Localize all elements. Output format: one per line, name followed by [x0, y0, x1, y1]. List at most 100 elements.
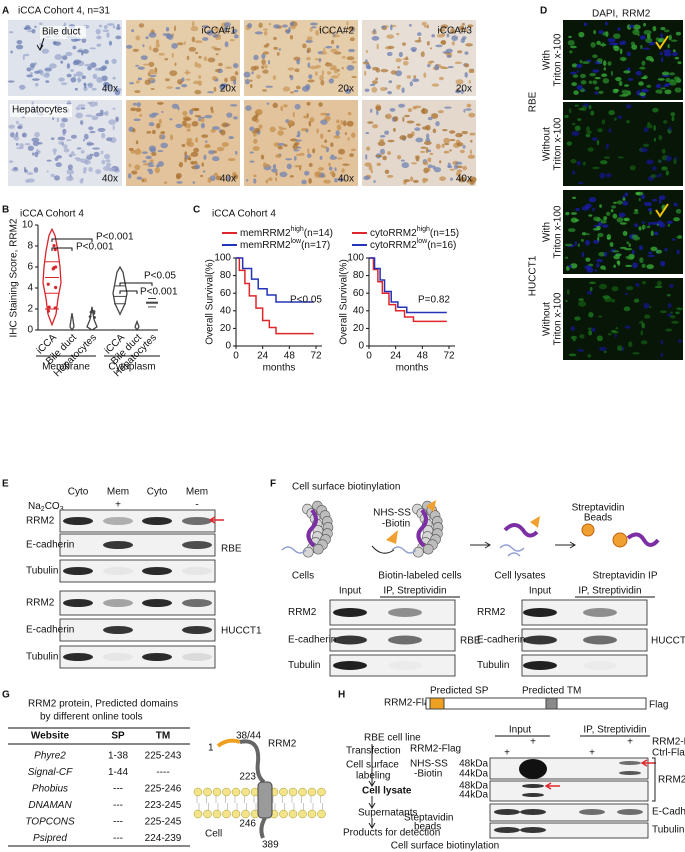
cell: [269, 126, 276, 133]
row-label: E-cadherin: [477, 635, 525, 646]
band: [182, 653, 212, 661]
cell: [638, 81, 644, 86]
cell: [365, 59, 368, 63]
cell: [572, 74, 579, 78]
label: Bile duct: [42, 27, 81, 38]
cell: [181, 120, 187, 127]
cell: [582, 161, 586, 166]
label: RRM2-Flag: [658, 775, 685, 786]
cell: [565, 299, 568, 303]
point: [53, 247, 57, 252]
cell: [455, 79, 464, 85]
cell: [455, 161, 463, 165]
cell: [150, 87, 155, 90]
cell: [275, 171, 278, 177]
cell: [320, 112, 328, 116]
cell: [566, 289, 570, 295]
band: [103, 599, 133, 607]
cell: [624, 325, 631, 329]
cell: [249, 160, 255, 163]
cell: [200, 174, 204, 178]
cell: [629, 165, 636, 171]
arrow: [655, 35, 669, 50]
cell: [449, 138, 456, 142]
cell: [605, 211, 611, 216]
cell: [184, 71, 191, 74]
cell: [574, 316, 581, 321]
cell: [89, 130, 96, 134]
cell: [587, 147, 594, 152]
cell: [129, 82, 135, 85]
cell: [197, 63, 202, 69]
cell: [106, 162, 112, 167]
cell: [341, 67, 344, 70]
label: 40x: [220, 174, 236, 185]
lipid: [298, 809, 307, 819]
cell: [171, 43, 178, 49]
cell: [607, 61, 612, 66]
label: With: [542, 222, 553, 242]
band: [63, 599, 93, 607]
table-cell: 1-38: [108, 751, 128, 762]
label: Cell lysates: [494, 571, 545, 582]
label: +: [115, 500, 121, 511]
y-tick-label: 2: [27, 304, 33, 315]
cell: [640, 147, 648, 153]
cell: [198, 80, 203, 87]
cell: [626, 90, 631, 95]
cell: [253, 138, 258, 144]
cell: [348, 48, 355, 53]
cell: [365, 49, 369, 53]
cell: [235, 150, 238, 155]
cell: [616, 217, 624, 223]
cell: [664, 89, 672, 95]
cell: [261, 65, 265, 69]
arrow: [640, 759, 656, 767]
cell: [8, 124, 15, 129]
x-tick-label: 48: [417, 351, 429, 362]
cell: [70, 134, 77, 139]
cell: [632, 24, 641, 30]
cell: [389, 24, 393, 31]
cell: [396, 32, 400, 36]
cell: [395, 70, 403, 77]
cell: [678, 339, 682, 343]
cell: [328, 78, 334, 84]
cell: [266, 42, 270, 47]
cell: [213, 27, 222, 32]
label: Without: [542, 127, 553, 161]
cell: [611, 286, 619, 292]
cell: [255, 108, 263, 115]
cell: [183, 41, 186, 45]
protein: [626, 532, 660, 547]
cell: [613, 264, 616, 268]
bracket: [119, 282, 153, 286]
cell: [54, 54, 63, 61]
cell: [34, 131, 40, 138]
cell: [244, 78, 250, 85]
point: [47, 305, 51, 309]
blot: [329, 599, 456, 626]
cell: [306, 101, 311, 106]
cell: [461, 89, 464, 95]
cell: [321, 51, 328, 55]
blot: [521, 654, 648, 677]
label: Cyto: [68, 487, 89, 498]
cell: [251, 71, 254, 75]
cell: [75, 71, 83, 77]
cell: [209, 175, 216, 181]
cell: [639, 66, 646, 70]
cell: [384, 169, 390, 174]
cell: [565, 211, 570, 216]
cell: [228, 136, 234, 140]
cell: [372, 124, 379, 129]
cell: [52, 117, 55, 121]
cell: [577, 349, 585, 352]
cell: [52, 41, 57, 45]
y-tick-label: 40: [353, 305, 365, 316]
label: iCCA#3: [438, 26, 473, 37]
label: iCCA#2: [320, 26, 355, 37]
cell: [275, 177, 278, 182]
row-label: RRM2: [26, 598, 55, 609]
label-part: cytoRRM2: [370, 228, 417, 239]
